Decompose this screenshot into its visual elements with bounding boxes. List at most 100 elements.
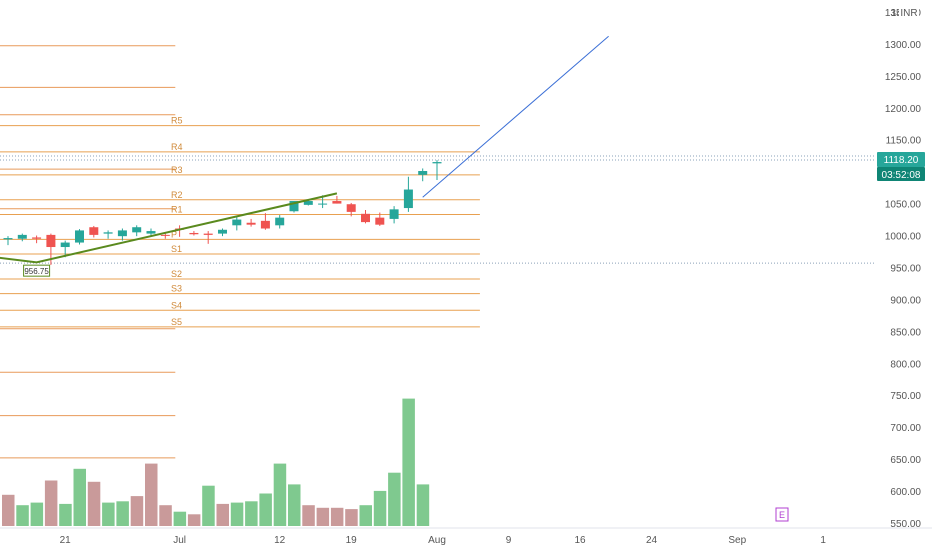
price-badges: 1118.20 03:52:08 — [877, 152, 925, 182]
drawings[interactable]: 956.75 — [0, 35, 609, 277]
time-tick-label: 19 — [346, 535, 358, 546]
volume-bar — [359, 505, 372, 526]
pivot-label-s2: S2 — [171, 269, 182, 279]
candle-body[interactable] — [218, 229, 227, 234]
time-axis[interactable]: 21 Jul 12 19 Aug 9 16 24 Sep 1 — [0, 527, 932, 546]
candle-body[interactable] — [403, 189, 413, 209]
volume-bar — [273, 463, 287, 526]
volume-bars — [2, 398, 430, 526]
volume-bar — [116, 501, 129, 526]
trend-line[interactable] — [0, 192, 338, 264]
pivot-label-r5: R5 — [171, 116, 183, 126]
volume-bar — [145, 463, 158, 526]
candle-body[interactable] — [332, 201, 342, 204]
pivot-label-s3: S3 — [171, 284, 182, 294]
price-tick-label: 950.00 — [890, 263, 921, 274]
time-tick-label: 1 — [820, 535, 826, 546]
price-tick-label: 1200.00 — [885, 104, 922, 115]
candles[interactable] — [3, 160, 442, 265]
candle-body[interactable] — [432, 162, 442, 164]
candle-body[interactable] — [89, 227, 99, 235]
candle-body[interactable] — [275, 217, 285, 226]
candle-body[interactable] — [17, 234, 27, 239]
candle-body[interactable] — [32, 237, 42, 239]
candle-body[interactable] — [246, 222, 256, 225]
price-tick-label: 800.00 — [890, 359, 921, 370]
candle-body[interactable] — [303, 201, 313, 205]
price-tick-label: 700.00 — [890, 423, 921, 434]
price-tick-label: 600.00 — [890, 487, 921, 498]
candle-body[interactable] — [361, 213, 370, 223]
price-tick-label: 550.00 — [890, 519, 921, 530]
countdown-badge — [877, 167, 925, 182]
candle-body[interactable] — [189, 232, 199, 235]
candle-body[interactable] — [46, 234, 56, 248]
pivot-label-r3: R3 — [171, 165, 183, 175]
time-tick-label: 21 — [60, 535, 72, 546]
price-tick-label: 1300.00 — [885, 40, 922, 51]
volume-bar — [16, 505, 29, 526]
time-tick-label: 9 — [506, 535, 512, 546]
candle-body[interactable] — [289, 201, 299, 212]
pivot-label-r4: R4 — [171, 142, 183, 152]
candle-body[interactable] — [60, 242, 70, 248]
volume-bar — [416, 484, 430, 526]
volume-bar — [373, 490, 387, 526]
countdown-value: 03:52:08 — [882, 170, 921, 181]
pivot-label-s5: S5 — [171, 317, 182, 327]
pivot-label-r1: R1 — [171, 204, 183, 214]
earnings-marker[interactable] — [775, 507, 789, 522]
candle-body[interactable] — [146, 231, 156, 234]
volume-bar — [159, 505, 172, 526]
volume-bar — [388, 472, 401, 526]
price-tick-label: 900.00 — [890, 295, 921, 306]
currency-label[interactable]: INR — [900, 8, 917, 19]
price-tick-label: 1050.00 — [885, 200, 922, 211]
volume-bar — [130, 496, 144, 526]
candle-body[interactable] — [160, 234, 170, 236]
candle-body[interactable] — [75, 230, 84, 243]
pivot-label-s1: S1 — [171, 244, 182, 254]
volume-bar — [173, 511, 187, 526]
candle-body[interactable] — [346, 204, 356, 212]
time-tick-label: 12 — [274, 535, 286, 546]
time-tick-label: Sep — [728, 535, 746, 546]
candle-body[interactable] — [203, 233, 213, 235]
candle-body[interactable] — [232, 219, 242, 226]
volume-bar — [202, 485, 215, 526]
candle-body[interactable] — [375, 217, 385, 225]
last-price-value: 1118.20 — [884, 155, 919, 166]
candle-body[interactable] — [132, 227, 142, 233]
volume-bar — [302, 505, 315, 526]
volume-bar — [245, 501, 258, 526]
time-tick-label: 16 — [574, 535, 586, 546]
time-tick-label: Aug — [428, 535, 446, 546]
volume-bar — [73, 468, 86, 526]
swing-low-label-box — [23, 264, 51, 277]
candle-body[interactable] — [318, 203, 328, 205]
volume-bar — [402, 398, 415, 526]
volume-bar — [288, 484, 301, 526]
candle-body[interactable] — [3, 238, 13, 240]
time-tick-label: 24 — [646, 535, 658, 546]
pivot-label-r2: R2 — [171, 190, 183, 200]
candle-body[interactable] — [418, 171, 428, 175]
volume-bar — [316, 507, 330, 526]
last-price-badge — [877, 152, 925, 168]
volume-bar — [59, 503, 72, 526]
candle-body[interactable] — [260, 220, 270, 229]
volume-bar — [102, 502, 115, 526]
time-tick-label: Jul — [173, 535, 186, 546]
projection-line[interactable] — [422, 35, 609, 198]
volume-bar — [2, 494, 15, 526]
earnings-marker-label: E — [779, 510, 785, 520]
pivot-levels: R5 R4 R3 R2 R1 P S1 S2 S3 S4 S5 — [0, 116, 480, 328]
candle-body[interactable] — [103, 232, 113, 234]
candle-body[interactable] — [389, 209, 399, 219]
candle-body[interactable] — [117, 230, 127, 237]
currency-prefix-text: 14 — [891, 8, 903, 19]
price-tick-label: 1250.00 — [885, 72, 922, 83]
